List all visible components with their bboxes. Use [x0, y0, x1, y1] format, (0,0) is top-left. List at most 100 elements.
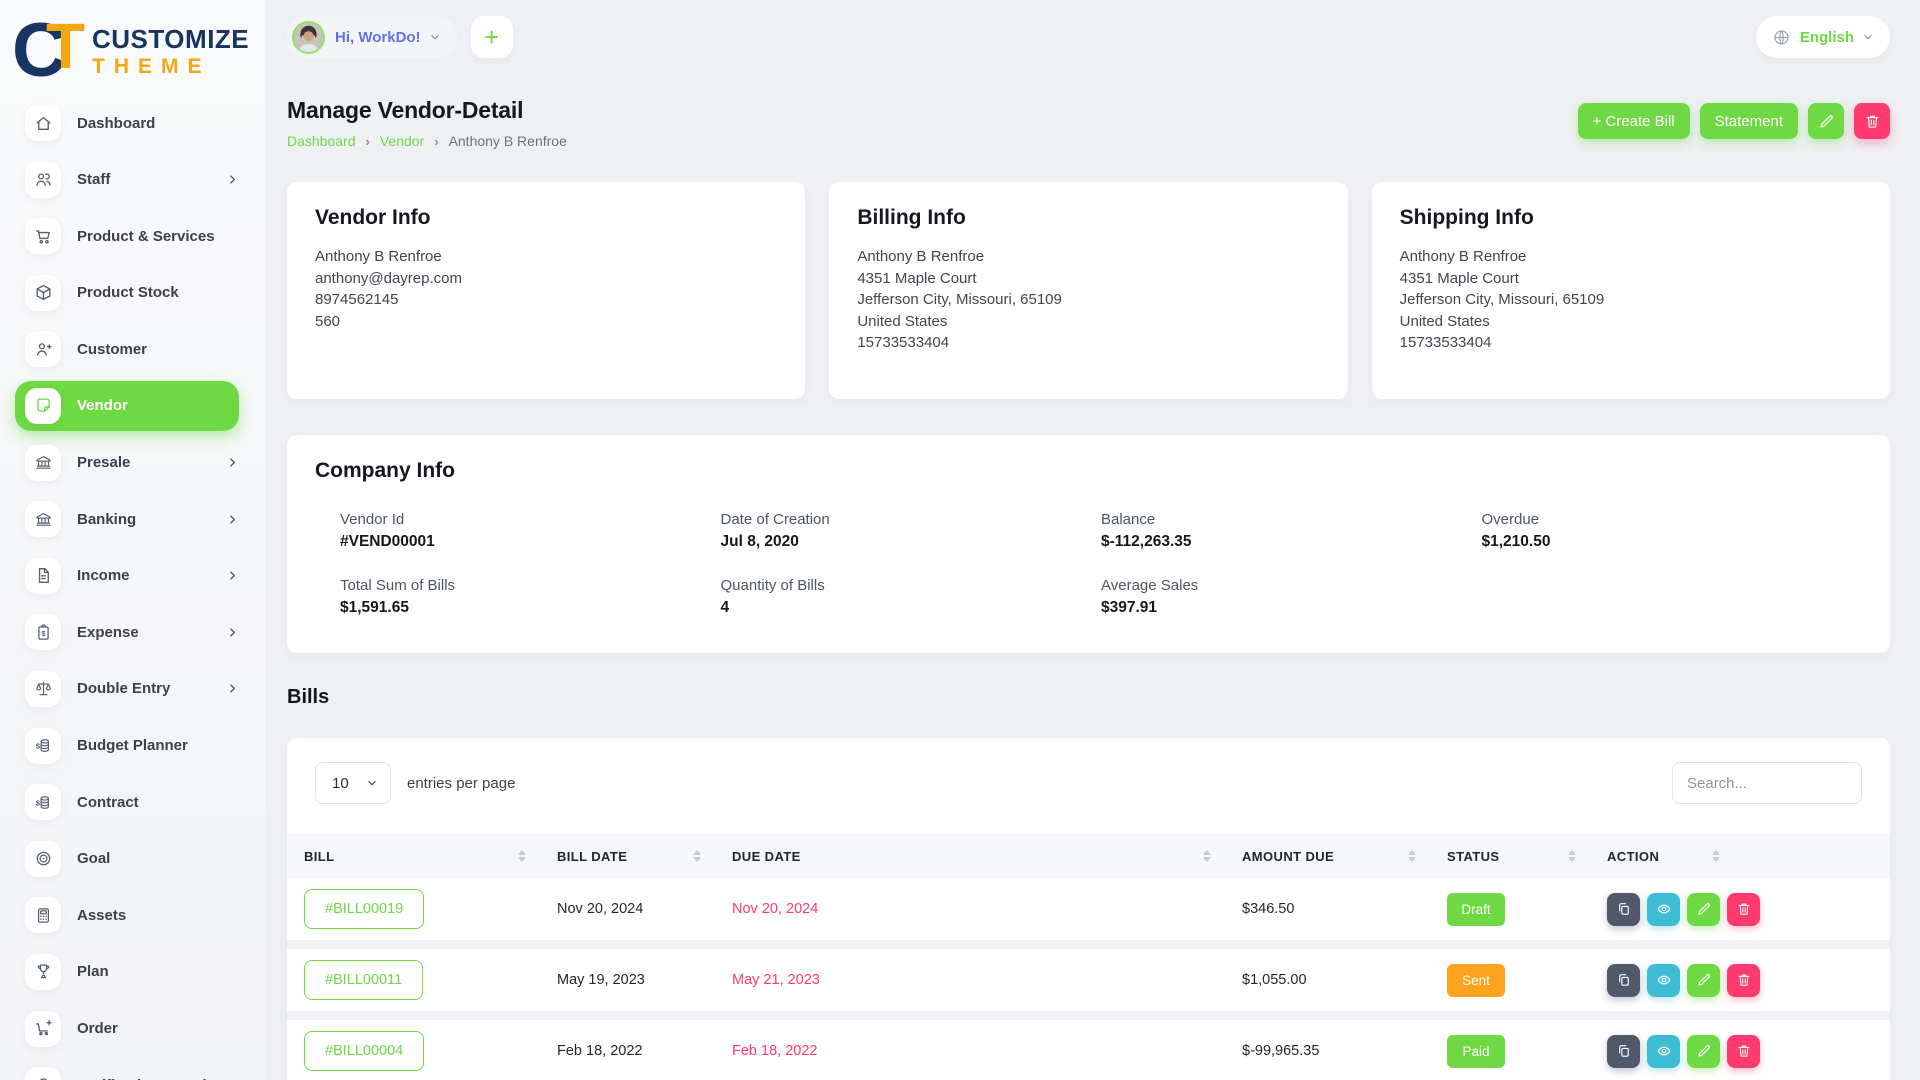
sidebar-item-product-services[interactable]: Product & Services: [15, 211, 239, 261]
amount-due-cell: $1,055.00: [1242, 972, 1307, 988]
sidebar-item-contract[interactable]: Contract: [15, 777, 239, 827]
search-input[interactable]: [1672, 762, 1862, 804]
billing-city-state-zip: Jefferson City, Missouri, 65109: [857, 291, 1062, 308]
pencil-icon: [1696, 901, 1712, 917]
add-button[interactable]: +: [470, 16, 513, 58]
duplicate-button[interactable]: [1607, 1034, 1640, 1068]
field-value: $397.91: [1101, 599, 1158, 616]
brand-logo-mark: C T: [12, 8, 90, 93]
field-overdue: Overdue $1,210.50: [1482, 511, 1863, 551]
sidebar-item-label: Contract: [77, 793, 139, 811]
page-title: Manage Vendor-Detail: [287, 97, 524, 123]
column-header-amount-due[interactable]: AMOUNT DUE: [1225, 849, 1430, 864]
breadcrumb-link-vendor[interactable]: Vendor: [379, 133, 425, 149]
shipping-address: 4351 Maple Court: [1399, 269, 1519, 287]
bill-number-link[interactable]: #BILL00004: [304, 1031, 425, 1071]
delete-button[interactable]: [1727, 963, 1760, 997]
scale-icon: [25, 670, 61, 707]
sidebar-item-plan[interactable]: Plan: [15, 947, 239, 997]
eye-icon: [1656, 972, 1672, 988]
duplicate-button[interactable]: [1607, 892, 1640, 926]
chevron-down-icon: [1862, 31, 1874, 43]
breadcrumb: Dashboard › Vendor › Anthony B Renfroe: [287, 133, 567, 149]
sidebar-item-vendor[interactable]: Vendor: [15, 380, 239, 431]
view-button[interactable]: [1647, 1034, 1680, 1068]
sidebar-item-label: Banking: [77, 510, 137, 528]
trash-icon: [1736, 901, 1752, 917]
sidebar-item-presale[interactable]: Presale: [15, 438, 239, 488]
field-value: $1,210.50: [1481, 533, 1551, 550]
column-header-status[interactable]: STATUS: [1430, 849, 1590, 864]
box-icon: [25, 274, 61, 311]
sidebar-item-dashboard[interactable]: Dashboard: [15, 98, 239, 148]
sidebar-item-budget-planner[interactable]: Budget Planner: [15, 721, 239, 771]
table-body: #BILL00019 Nov 20, 2024 Nov 20, 2024 $34…: [287, 878, 1890, 1080]
sidebar-item-label: Staff: [77, 171, 111, 189]
row-actions: [1590, 963, 1890, 997]
field-value: $-112,263.35: [1101, 533, 1192, 550]
edit-button[interactable]: [1687, 892, 1720, 926]
sidebar-item-customer[interactable]: Customer: [15, 324, 239, 374]
target-icon: [25, 840, 61, 877]
calculator-icon: [25, 897, 61, 934]
delete-button[interactable]: [1727, 892, 1760, 926]
brand-logo[interactable]: C T CUSTOMIZE THEME: [0, 0, 265, 94]
coins-dollar-icon: [25, 784, 61, 821]
language-selector[interactable]: English: [1755, 16, 1890, 58]
sidebar-item-label: Double Entry: [77, 680, 171, 698]
edit-button[interactable]: [1687, 963, 1720, 997]
edit-vendor-button[interactable]: [1808, 103, 1844, 139]
sidebar-item-staff[interactable]: Staff: [15, 155, 239, 205]
delete-vendor-button[interactable]: [1854, 103, 1890, 139]
column-header-action[interactable]: ACTION: [1590, 849, 1890, 864]
chevron-down-icon: [366, 777, 378, 789]
sidebar-item-double-entry[interactable]: Double Entry: [15, 664, 239, 714]
sidebar-item-banking[interactable]: Banking: [15, 494, 239, 544]
column-header-bill-date[interactable]: BILL DATE: [540, 849, 715, 864]
duplicate-button[interactable]: [1607, 963, 1640, 997]
sidebar-item-expense[interactable]: Expense: [15, 607, 239, 657]
chevron-right-icon: [226, 682, 239, 695]
vendor-info-card: Vendor Info Anthony B Renfroe anthony@da…: [287, 182, 806, 399]
field-quantity-of-bills: Quantity of Bills 4: [721, 577, 1102, 617]
breadcrumb-link-dashboard[interactable]: Dashboard: [287, 133, 356, 149]
breadcrumb-current: Anthony B Renfroe: [448, 133, 567, 149]
eye-icon: [1656, 1043, 1672, 1059]
sidebar-item-label: Notification Template: [77, 1077, 228, 1080]
sidebar-item-label: Presale: [77, 454, 131, 472]
bank-icon: [25, 444, 61, 481]
chevron-right-icon: [226, 456, 239, 469]
sidebar-item-product-stock[interactable]: Product Stock: [15, 268, 239, 318]
company-info-card: Company Info Vendor Id #VEND00001 Date o…: [287, 435, 1890, 653]
status-badge: Draft: [1447, 892, 1505, 926]
edit-button[interactable]: [1687, 1034, 1720, 1068]
entries-select[interactable]: 10: [315, 762, 391, 804]
bill-number-link[interactable]: #BILL00011: [304, 960, 424, 1000]
column-header-bill[interactable]: BILL: [287, 849, 540, 864]
statement-button[interactable]: Statement: [1699, 103, 1798, 139]
sidebar-item-income[interactable]: Income: [15, 551, 239, 601]
home-icon: [25, 105, 61, 141]
status-badge: Sent: [1447, 963, 1505, 997]
sidebar-item-assets[interactable]: Assets: [15, 890, 239, 940]
column-header-due-date[interactable]: DUE DATE: [715, 849, 1225, 864]
sidebar-item-order[interactable]: Order: [15, 1004, 239, 1054]
page-header: Manage Vendor-Detail Dashboard › Vendor …: [287, 97, 1890, 149]
row-actions: [1590, 1034, 1890, 1068]
delete-button[interactable]: [1727, 1034, 1760, 1068]
bill-date-cell: May 19, 2023: [557, 972, 645, 988]
field-label: Balance: [1101, 511, 1156, 528]
sidebar-item-goal[interactable]: Goal: [15, 834, 239, 884]
field-vendor-id: Vendor Id #VEND00001: [340, 511, 721, 551]
user-menu[interactable]: Hi, WorkDo!: [287, 16, 457, 58]
create-bill-button[interactable]: + Create Bill: [1577, 103, 1690, 139]
bills-card: 10 entries per page BILL BILL DATE DUE D…: [287, 738, 1890, 1080]
sidebar-item-label: Product Stock: [77, 284, 179, 302]
bill-number-link[interactable]: #BILL00019: [304, 889, 425, 929]
brand-name-line1: CUSTOMIZE: [92, 23, 250, 54]
sidebar-item-notification-template[interactable]: Notification Template: [15, 1060, 239, 1080]
copy-icon: [1616, 901, 1632, 917]
table-row: #BILL00004 Feb 18, 2022 Feb 18, 2022 $-9…: [287, 1020, 1890, 1080]
view-button[interactable]: [1647, 963, 1680, 997]
view-button[interactable]: [1647, 892, 1680, 926]
